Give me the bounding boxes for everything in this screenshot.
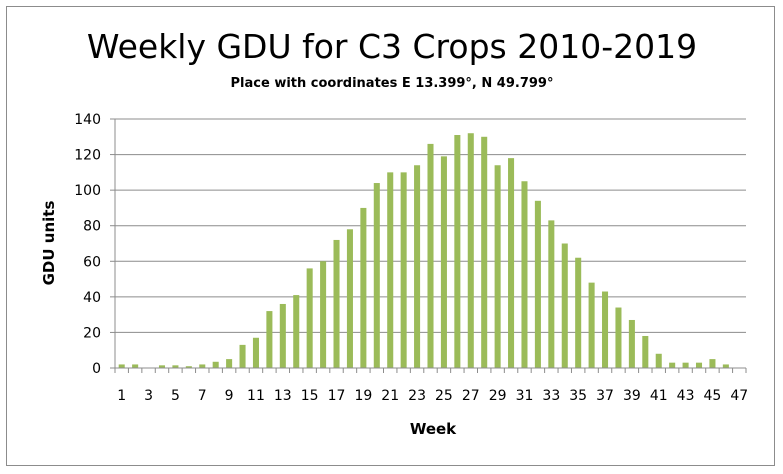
bar-week-12 <box>266 311 273 368</box>
x-tick-label: 13 <box>274 388 292 404</box>
bar-week-19 <box>360 207 367 368</box>
bar-week-10 <box>239 344 246 368</box>
x-tick-label: 23 <box>408 388 426 404</box>
y-axis-label: GDU units <box>40 201 58 286</box>
x-tick-label: 9 <box>225 388 234 404</box>
bar-week-33 <box>548 220 555 368</box>
x-tick-label: 25 <box>435 388 453 404</box>
bar-week-44 <box>695 362 703 368</box>
y-tick-label: 0 <box>92 361 101 377</box>
bar-week-9 <box>226 359 233 368</box>
bar-week-17 <box>333 239 340 368</box>
bar-week-41 <box>655 353 662 368</box>
bar-week-14 <box>293 295 300 368</box>
x-tick-label: 29 <box>489 388 507 404</box>
x-tick-labels: 1 3 5 7 9 11 13 15 17 19 21 23 25 27 29 31 33 35 37 39 41 43 4… <box>117 388 748 404</box>
bar-week-46 <box>722 364 729 368</box>
x-tick-label: 17 <box>328 388 346 404</box>
x-tick-label: 37 <box>596 388 614 404</box>
bar-week-39 <box>628 319 635 368</box>
bar-week-45 <box>709 359 716 368</box>
x-tick-label: 43 <box>677 388 695 404</box>
bar-week-25 <box>440 156 447 368</box>
bar-week-8 <box>212 361 219 368</box>
bar-week-4 <box>158 365 166 368</box>
y-tick-label: 120 <box>74 148 101 164</box>
axes <box>110 118 747 373</box>
x-tick-label: 45 <box>704 388 722 404</box>
bar-week-26 <box>454 135 461 368</box>
chart-title: Weekly GDU for C3 Crops 2010-2019 <box>87 27 697 66</box>
bar-week-35 <box>575 257 582 368</box>
x-tick-label: 31 <box>516 388 534 404</box>
x-tick-label: 15 <box>301 388 319 404</box>
bar-week-15 <box>306 268 313 368</box>
bar-week-11 <box>252 337 259 368</box>
bar-week-5 <box>172 365 179 368</box>
x-tick-label: 39 <box>623 388 641 404</box>
bar-week-30 <box>508 158 515 368</box>
bar-week-20 <box>373 183 380 368</box>
bar-week-40 <box>642 335 649 368</box>
x-tick-label: 47 <box>730 388 748 404</box>
y-tick-label: 80 <box>83 219 101 235</box>
x-tick-label: 5 <box>171 388 180 404</box>
y-tick-labels: 0 20 40 60 80 100 120 140 <box>74 112 101 377</box>
x-tick-label: 27 <box>462 388 480 404</box>
bar-week-22 <box>400 172 407 368</box>
bar-week-21 <box>387 172 394 368</box>
x-tick-label: 21 <box>381 388 399 404</box>
bar-week-32 <box>534 200 541 368</box>
bar-week-2 <box>132 364 139 368</box>
bar-week-34 <box>561 243 568 368</box>
bar-week-27 <box>467 133 474 368</box>
y-tick-label: 60 <box>83 254 101 270</box>
bar-week-7 <box>199 364 206 368</box>
x-tick-label: 33 <box>542 388 560 404</box>
bars <box>118 133 729 368</box>
x-axis-label: Week <box>410 420 457 438</box>
bar-week-1 <box>118 364 125 368</box>
y-tick-label: 20 <box>83 325 101 341</box>
bar-week-29 <box>494 165 501 368</box>
x-tick-label: 3 <box>144 388 153 404</box>
x-tick-label: 19 <box>354 388 372 404</box>
bar-week-23 <box>414 165 421 368</box>
bar-week-36 <box>588 282 595 368</box>
y-tick-label: 100 <box>74 183 101 199</box>
bar-week-28 <box>481 136 488 368</box>
x-tick-label: 41 <box>650 388 668 404</box>
bar-week-18 <box>346 229 353 368</box>
x-tick-label: 11 <box>247 388 265 404</box>
bar-week-6 <box>185 366 192 368</box>
bar-week-38 <box>615 307 622 368</box>
y-tick-label: 140 <box>74 112 101 128</box>
bar-week-31 <box>521 181 528 368</box>
x-tick-label: 35 <box>569 388 587 404</box>
bar-week-43 <box>682 362 689 368</box>
bar-week-13 <box>279 303 286 368</box>
chart-subtitle: Place with coordinates E 13.399°, N 49.7… <box>231 76 554 91</box>
bar-week-37 <box>602 291 609 368</box>
bar-week-24 <box>427 143 434 368</box>
bar-week-42 <box>669 362 676 368</box>
x-tick-label: 7 <box>198 388 207 404</box>
x-tick-label: 1 <box>117 388 126 404</box>
bar-week-16 <box>320 261 327 368</box>
y-tick-label: 40 <box>83 290 101 306</box>
